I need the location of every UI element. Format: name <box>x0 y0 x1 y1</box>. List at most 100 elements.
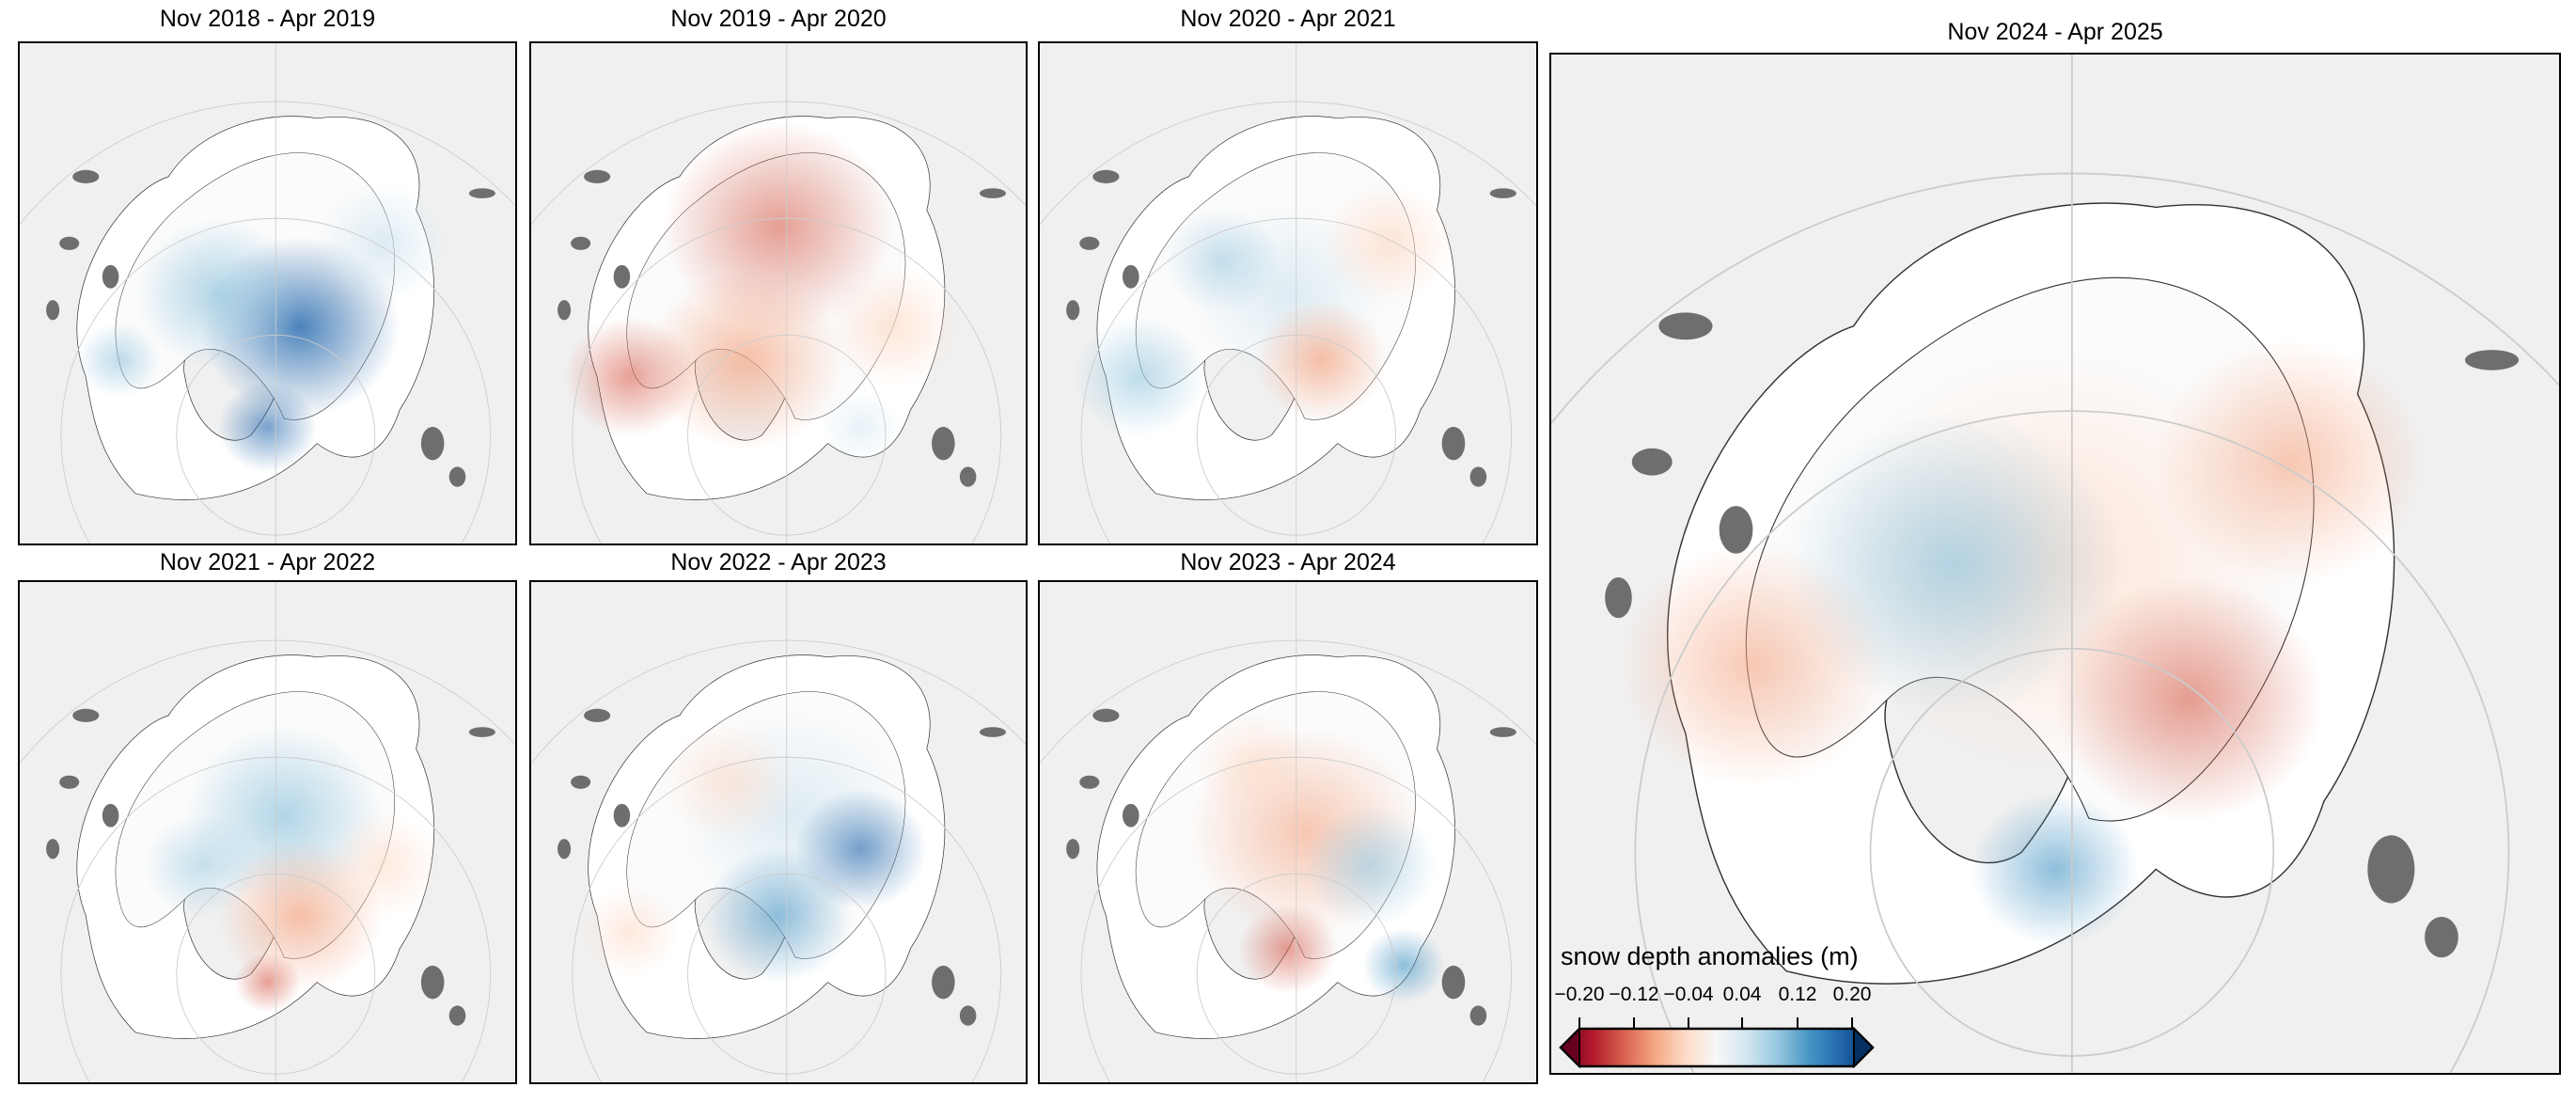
lake <box>1631 448 1673 476</box>
lake <box>1079 775 1100 789</box>
panel-title-2020: Nov 2020 - Apr 2021 <box>1180 6 1396 32</box>
lake <box>1489 727 1516 737</box>
graticule <box>1040 101 1536 225</box>
lake <box>1441 965 1466 1000</box>
anomaly-region <box>1321 182 1453 304</box>
graticule <box>20 101 515 225</box>
lake <box>1489 188 1516 198</box>
lake <box>102 264 119 289</box>
lake <box>1066 839 1080 859</box>
colorbar-extend-high <box>1853 1026 1875 1068</box>
lake <box>59 775 80 789</box>
lake <box>420 965 445 1000</box>
map-panel-2021 <box>18 580 517 1084</box>
colorbar-extend-low <box>1559 1026 1580 1068</box>
lake <box>1092 708 1120 722</box>
anomaly-region <box>317 182 449 304</box>
graticule <box>1040 639 1536 764</box>
anomaly-region <box>704 847 853 984</box>
lake <box>1658 312 1713 340</box>
anomaly-region <box>217 381 318 472</box>
lake <box>932 426 955 461</box>
panel-title-2021: Nov 2021 - Apr 2022 <box>159 549 376 575</box>
anomaly-region <box>1362 927 1446 1003</box>
map-panel-2019 <box>529 41 1028 545</box>
lake <box>1719 506 1753 554</box>
lake <box>558 300 572 321</box>
anomaly-region <box>1238 904 1338 995</box>
anomaly-region <box>324 812 441 919</box>
lake <box>959 466 977 487</box>
panel-title-2024: Nov 2024 - Apr 2025 <box>1947 19 2163 45</box>
lake <box>1441 426 1466 461</box>
lake <box>72 708 100 722</box>
lake <box>468 188 495 198</box>
lake <box>1066 300 1080 321</box>
anomaly-region <box>663 721 795 843</box>
colorbar-tick: 0.12 <box>1778 984 1817 1005</box>
colorbar-tick: 0.20 <box>1832 984 1872 1005</box>
lake <box>584 708 611 722</box>
anomaly-region <box>1971 793 2140 946</box>
anomaly-region <box>134 218 301 369</box>
lake <box>1469 466 1487 487</box>
colorbar-bar <box>1559 1027 1875 1068</box>
graticule <box>20 639 515 764</box>
lake <box>468 727 495 737</box>
map-panel-2024 <box>1549 53 2561 1075</box>
graticule <box>531 639 1026 764</box>
colorbar-label: snow depth anomalies (m) <box>1561 942 1859 970</box>
colorbar-tick: 0.04 <box>1722 984 1762 1005</box>
anomaly-region <box>234 952 301 1013</box>
lake <box>959 1005 977 1026</box>
lake <box>46 300 60 321</box>
lake <box>979 188 1006 198</box>
anomaly-region <box>819 388 903 465</box>
lake <box>1605 576 1632 619</box>
anomaly-region <box>1164 207 1280 313</box>
panel-title-2022: Nov 2022 - Apr 2023 <box>670 549 887 575</box>
anomaly-region <box>646 270 845 450</box>
lake <box>420 426 445 461</box>
lake <box>932 965 955 1000</box>
lake <box>2464 350 2520 370</box>
panel-title-2018: Nov 2018 - Apr 2019 <box>159 6 376 32</box>
panel-title-2023: Nov 2023 - Apr 2024 <box>1180 549 1396 575</box>
graticule <box>531 101 1026 225</box>
lake <box>571 775 591 789</box>
lake <box>571 236 591 250</box>
anomaly-region <box>1073 316 1205 437</box>
anomaly-region <box>1618 543 1888 788</box>
map-panel-2022 <box>529 580 1028 1084</box>
lake <box>1079 236 1100 250</box>
lake <box>448 1005 466 1026</box>
lake <box>2367 835 2415 904</box>
lake <box>558 839 572 859</box>
lake <box>584 169 611 183</box>
lake <box>979 727 1006 737</box>
anomaly-region <box>77 323 161 398</box>
anomaly-region <box>2156 339 2426 585</box>
anomaly-region <box>564 316 697 437</box>
lake <box>72 169 100 183</box>
colorbar <box>1559 1017 1875 1068</box>
colorbar-tick: −0.04 <box>1663 984 1714 1005</box>
colorbar-tick: −0.12 <box>1609 984 1659 1005</box>
lake <box>59 236 80 250</box>
lake <box>613 264 631 289</box>
anomaly-region <box>143 812 259 919</box>
lake <box>613 803 631 827</box>
lake <box>1123 264 1139 289</box>
lake <box>2425 916 2458 958</box>
panel-title-2019: Nov 2019 - Apr 2020 <box>670 6 887 32</box>
graticule <box>1551 172 2559 424</box>
map-panel-2018 <box>18 41 517 545</box>
anomaly-region <box>2055 576 2324 822</box>
lake <box>448 466 466 487</box>
map-panel-2023 <box>1038 580 1538 1084</box>
lake <box>1092 169 1120 183</box>
anomaly-region <box>580 887 680 978</box>
colorbar-tick: −0.20 <box>1554 984 1605 1005</box>
lake <box>1469 1005 1487 1026</box>
map-panel-2020 <box>1038 41 1538 545</box>
